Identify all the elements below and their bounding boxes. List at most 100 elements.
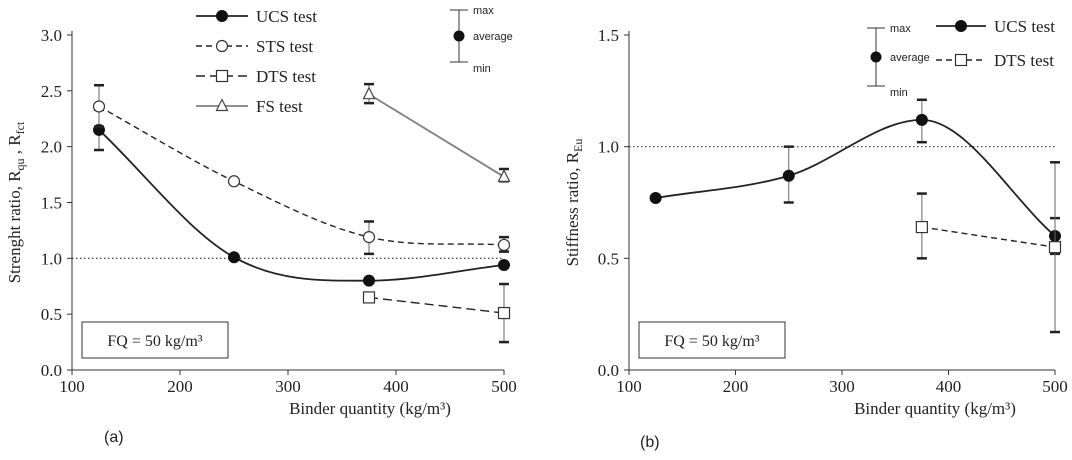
- data-point: [92, 100, 106, 113]
- data-point: [915, 113, 928, 126]
- x-axis-label: Binder quantity (kg/m³): [854, 399, 1016, 418]
- legend-entry: UCS test: [936, 17, 1055, 36]
- x-tick-label: 300: [829, 377, 855, 396]
- error-legend-b: max average min: [867, 23, 930, 99]
- legend-entry: DTS test: [196, 67, 316, 86]
- series-fs-test: [362, 82, 511, 183]
- data-point: [498, 259, 510, 272]
- data-point: [782, 169, 795, 182]
- x-tick-label: 500: [491, 377, 517, 396]
- data-point: [649, 192, 662, 205]
- y-axis-label-sub: qu: [13, 158, 27, 170]
- legend-entry: FS test: [196, 97, 303, 116]
- series-line: [368, 93, 505, 178]
- series-dts-test: [915, 161, 1062, 334]
- series-ucs-test: [649, 98, 1061, 256]
- series-line: [655, 118, 1056, 237]
- y-tick-label: 1.0: [41, 249, 62, 268]
- error-legend-average: average: [473, 31, 513, 43]
- error-legend-marker: [870, 51, 882, 63]
- error-legend-marker: [453, 30, 465, 42]
- legend-label: DTS test: [256, 67, 316, 86]
- x-tick-label: 400: [383, 377, 409, 396]
- legend-marker: [216, 10, 228, 22]
- x-tick-label: 100: [59, 377, 85, 396]
- y-tick-label: 3.0: [41, 26, 62, 45]
- data-point: [362, 291, 376, 304]
- legend-marker: [954, 53, 968, 67]
- y-axis-label-text: Strenght ratio, R: [5, 170, 24, 284]
- y-tick-label: 2.5: [41, 82, 62, 101]
- legend-entry: DTS test: [936, 51, 1054, 70]
- data-point: [1048, 241, 1062, 254]
- legend-marker: [215, 39, 229, 53]
- y-axis-label-sub: Eu: [571, 139, 585, 152]
- chart-panel-a: 0.0 0.5 1.0 1.5 2.0 2.5 3.0 100 200 300 400 500 Bind…: [5, 26, 517, 446]
- x-tick-label: 200: [167, 377, 193, 396]
- series-line: [98, 129, 505, 282]
- legend-label: FS test: [256, 97, 303, 116]
- y-axis-label: Strenght ratio, Rqu , Rfct: [5, 121, 27, 283]
- error-legend-min: min: [473, 63, 491, 75]
- series-line: [921, 226, 1056, 248]
- data-point: [362, 86, 376, 100]
- error-legend-average: average: [890, 52, 930, 64]
- y-axis-label-sep: , R: [5, 134, 24, 159]
- y-tick-label: 0.5: [598, 249, 619, 268]
- error-legend-min: min: [890, 87, 908, 99]
- legend-panel-a: UCS test STS test DTS test FS test: [196, 7, 317, 116]
- annotation-text: FQ = 50 kg/m³: [664, 333, 759, 350]
- y-tick-label: 0.0: [598, 361, 619, 380]
- x-tick-label: 400: [936, 377, 962, 396]
- x-axis-label-text: Binder quantity (kg/m³): [289, 399, 451, 418]
- legend-marker: [215, 69, 229, 83]
- x-tick-label: 300: [275, 377, 301, 396]
- y-axis-label-sub: fct: [13, 121, 27, 134]
- error-legend-a: max average min: [450, 5, 513, 75]
- legend-marker: [215, 98, 229, 112]
- y-tick-label: 0.0: [41, 361, 62, 380]
- legend-label: STS test: [256, 37, 313, 56]
- x-axis-label: Binder quantity (kg/m³): [289, 399, 451, 418]
- y-axis-label: Stiffness ratio, REu: [563, 139, 585, 267]
- series-ucs-test: [93, 108, 510, 287]
- x-tick-label: 200: [723, 377, 749, 396]
- data-point: [362, 231, 376, 244]
- annotation-box: [638, 321, 786, 359]
- x-axis-label-text: Binder quantity (kg/m³): [854, 399, 1016, 418]
- panel-label: (b): [640, 434, 660, 451]
- error-legend-max: max: [890, 23, 911, 35]
- annotation-box: [81, 321, 229, 359]
- panel-label: (a): [104, 429, 124, 446]
- legend-entry: UCS test: [196, 7, 317, 26]
- legend-panel-b: UCS test DTS test: [936, 17, 1055, 70]
- legend-label: UCS test: [256, 7, 317, 26]
- legend-entry: STS test: [196, 37, 313, 56]
- data-point: [497, 306, 511, 320]
- series-dts-test: [362, 282, 511, 344]
- data-point: [497, 168, 511, 182]
- data-point: [915, 220, 928, 234]
- series-line: [98, 105, 505, 246]
- data-point: [497, 238, 511, 252]
- legend-label: DTS test: [994, 51, 1054, 70]
- data-point: [228, 251, 240, 264]
- error-legend-max: max: [473, 5, 494, 17]
- annotation-text: FQ = 50 kg/m³: [107, 333, 202, 350]
- y-tick-label: 1.5: [41, 194, 62, 213]
- y-tick-label: 2.0: [41, 138, 62, 157]
- data-point: [363, 274, 375, 287]
- legend-label: UCS test: [994, 17, 1055, 36]
- x-tick-label: 500: [1042, 377, 1068, 396]
- y-tick-label: 1.0: [598, 138, 619, 157]
- legend-marker: [955, 20, 967, 32]
- x-tick-label: 100: [616, 377, 642, 396]
- series-sts-test: [92, 84, 511, 256]
- y-axis-label-text: Stiffness ratio, R: [563, 151, 582, 266]
- series-line: [368, 296, 505, 314]
- data-point: [227, 175, 241, 188]
- y-tick-label: 1.5: [598, 26, 619, 45]
- y-tick-label: 0.5: [41, 305, 62, 324]
- chart-panel-b: 0.0 0.5 1.0 1.5 100 200 300 400 500 Binder quanti…: [563, 26, 1068, 451]
